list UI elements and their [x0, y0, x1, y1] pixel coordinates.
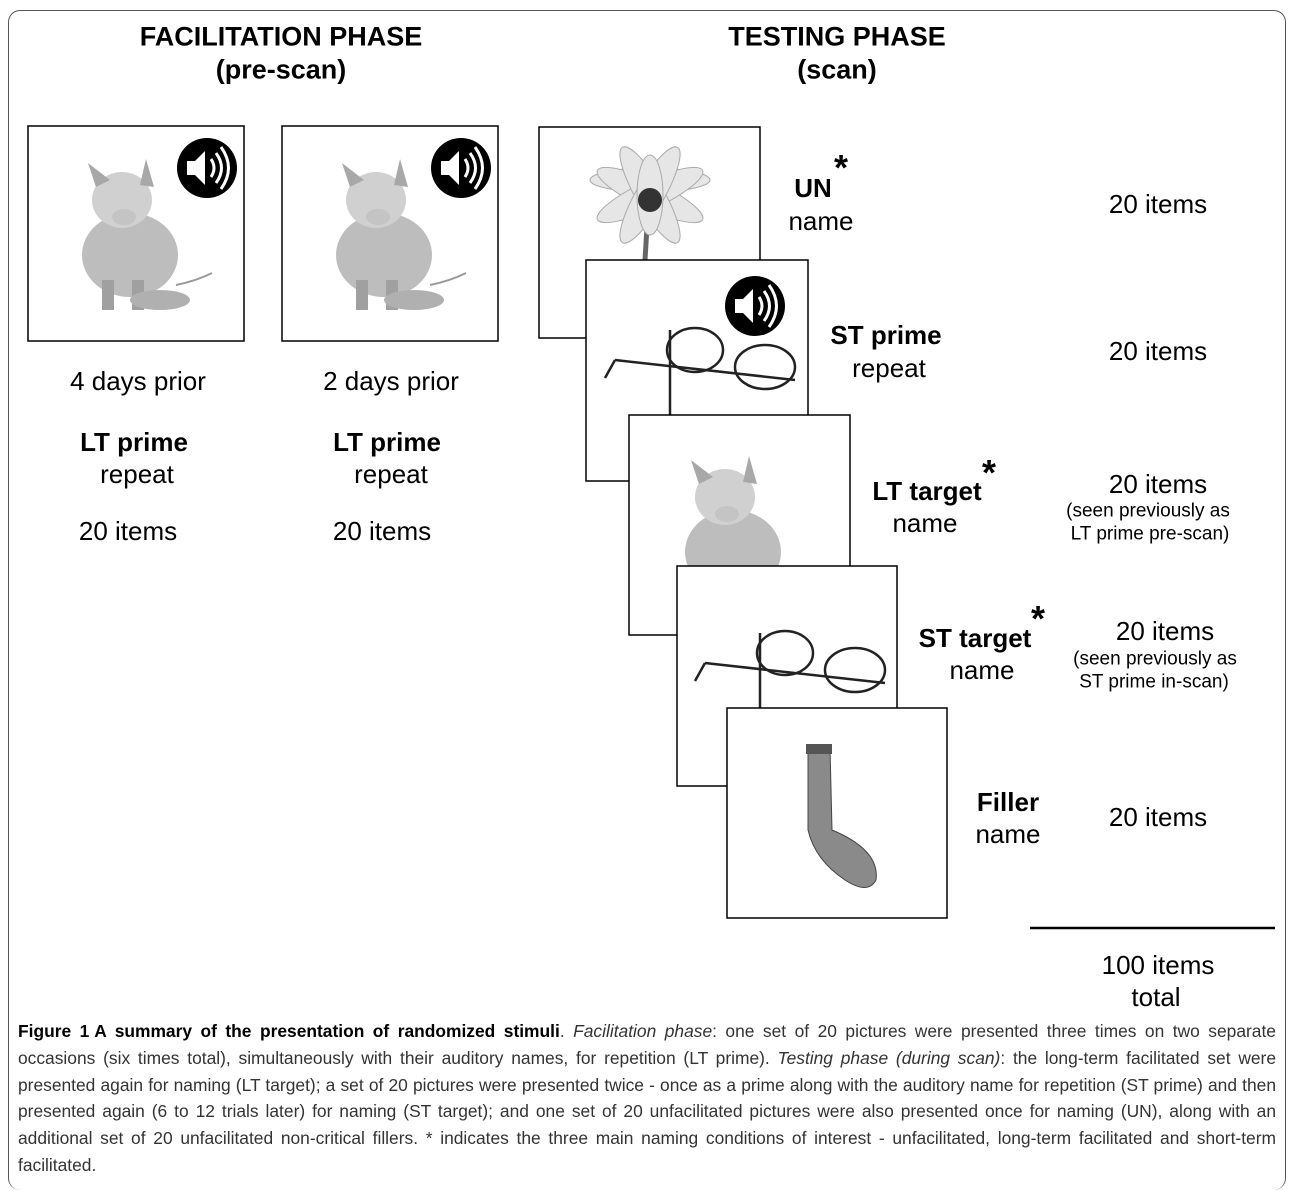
flower-image: [589, 146, 711, 261]
condition: ST prime: [830, 320, 942, 350]
caption-text: : the long-term facilitated set were pre…: [18, 1047, 1277, 1175]
condition: LT target: [872, 476, 982, 506]
condition: ST target: [918, 623, 1032, 653]
caption-title: A summary of the presentation of randomi…: [94, 1021, 560, 1041]
task: name: [892, 508, 958, 538]
phase-subtitle: (scan): [797, 54, 877, 85]
task: name: [949, 655, 1015, 685]
caption-term: Testing phase (during scan): [777, 1047, 1001, 1068]
asterisk: *: [1031, 598, 1046, 639]
phase-subtitle: (pre-scan): [215, 54, 347, 85]
task: name: [975, 819, 1041, 849]
count: 20 items: [332, 516, 432, 546]
task: repeat: [354, 459, 428, 489]
picture-box: [726, 707, 948, 919]
count-note: (seen previously as: [1073, 648, 1237, 670]
task: name: [788, 206, 854, 236]
count: 20 items: [1108, 189, 1208, 219]
figure-frame: [8, 10, 1286, 1190]
count-note: LT prime pre-scan): [1070, 523, 1230, 545]
condition: LT prime: [80, 427, 188, 457]
condition: Filler: [976, 787, 1040, 817]
phase-title: FACILITATION PHASE: [139, 21, 423, 52]
speaker-icon: [175, 136, 239, 200]
phase-title: TESTING PHASE: [728, 21, 946, 52]
condition: LT prime: [333, 427, 441, 457]
count: 20 items: [1108, 802, 1208, 832]
caption-term: Facilitation phase: [573, 1021, 713, 1041]
count: 20 items: [1108, 469, 1208, 499]
caption-label: Figure 1: [18, 1021, 90, 1041]
count-note: (seen previously as: [1066, 500, 1230, 522]
total: 100 items: [1101, 950, 1215, 980]
caption-text: : one set of 20 pictures were presented …: [18, 1021, 1276, 1068]
caption-text: .: [559, 1021, 574, 1041]
asterisk: *: [834, 147, 849, 188]
count: 20 items: [78, 516, 178, 546]
count-note: ST prime in-scan): [1079, 671, 1229, 693]
speaker-icon: [429, 136, 493, 200]
session-when: 4 days prior: [70, 366, 206, 396]
speaker-icon: [723, 274, 787, 338]
asterisk: *: [982, 452, 997, 493]
condition: UN: [794, 173, 832, 203]
count: 20 items: [1115, 616, 1215, 646]
sock-image: [806, 744, 877, 888]
session-when: 2 days prior: [323, 366, 459, 396]
task: repeat: [100, 459, 174, 489]
task: repeat: [852, 353, 926, 383]
count: 20 items: [1108, 336, 1208, 366]
total: total: [1131, 982, 1181, 1012]
